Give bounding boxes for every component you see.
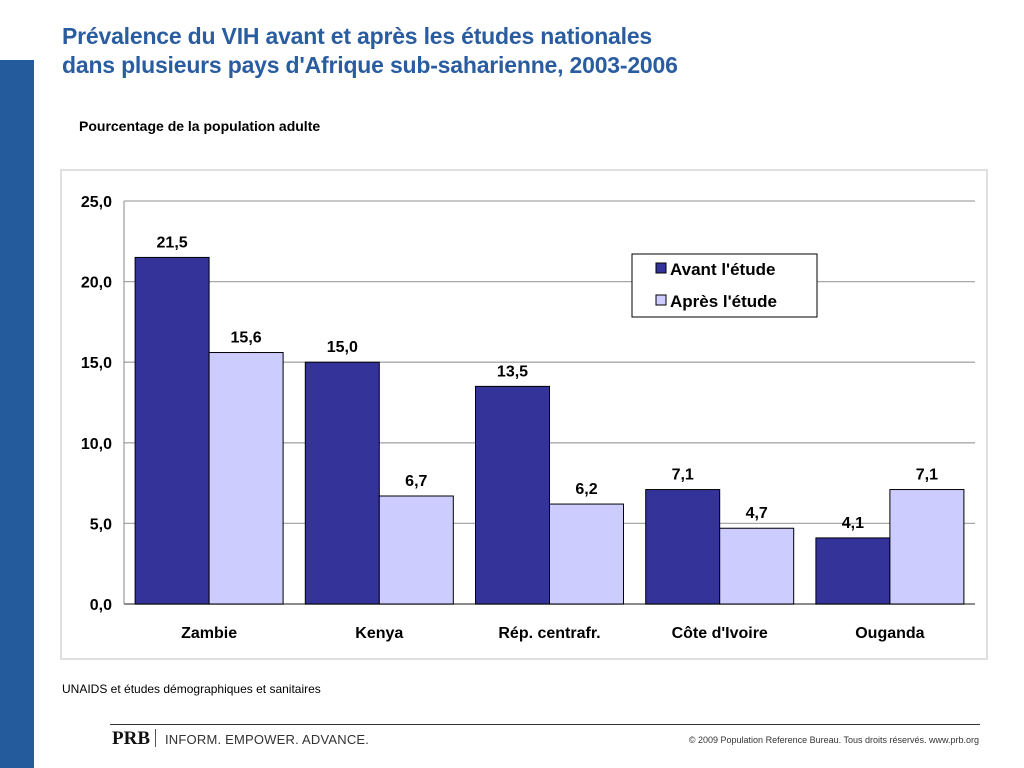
- x-axis-ticks: Zambie Kenya Rép. centrafr. Côte d'Ivoire Ou…: [181, 625, 925, 642]
- chart-subtitle: Pourcentage de la population adulte: [79, 118, 321, 134]
- bar: [645, 489, 721, 605]
- bar: [475, 385, 550, 605]
- chart-frame: [60, 169, 988, 660]
- title-line-2: dans plusieurs pays d'Afrique sub-sahari…: [62, 52, 678, 78]
- data-label: 21,5: [157, 234, 188, 251]
- y-tick-label: 15,0: [81, 355, 112, 372]
- data-label: 13,5: [497, 363, 528, 380]
- y-tick-label: 0,0: [90, 597, 112, 614]
- data-label: 6,7: [405, 473, 427, 490]
- y-tick-label: 20,0: [81, 275, 112, 292]
- data-label: 7,1: [672, 467, 694, 484]
- source-note: UNAIDS et études démographiques et sanit…: [62, 682, 321, 696]
- legend-box: [631, 253, 818, 318]
- x-tick-label: Côte d'Ivoire: [672, 625, 768, 642]
- slide-title: Prévalence du VIH avant et après les étu…: [62, 22, 678, 80]
- logo-separator: [155, 729, 156, 747]
- bar: [815, 537, 891, 605]
- x-tick-label: Zambie: [181, 625, 237, 642]
- copyright: © 2009 Population Reference Bureau. Tous…: [688, 735, 979, 745]
- data-label: 7,1: [916, 467, 938, 484]
- y-tick-label: 10,0: [81, 436, 112, 453]
- legend-swatch: [655, 262, 667, 274]
- legend-label: Avant l'étude: [670, 260, 775, 279]
- x-tick-label: Rép. centrafr.: [498, 625, 600, 642]
- bar: [134, 256, 210, 605]
- legend-label: Après l'étude: [670, 292, 777, 311]
- data-label: 6,2: [575, 481, 597, 498]
- data-label: 15,6: [231, 330, 262, 347]
- y-axis-ticks: 0,0 5,0 10,0 15,0 20,0 25,0: [81, 194, 112, 614]
- data-label: 15,0: [327, 339, 358, 356]
- bar: [304, 361, 380, 605]
- footer-divider: [110, 724, 980, 725]
- legend-swatch: [655, 294, 667, 306]
- bar: [889, 489, 965, 605]
- bar: [378, 495, 454, 605]
- y-tick-label: 25,0: [81, 194, 112, 211]
- data-labels: 21,5 15,6 15,0 6,7 13,5 6,2 7,1 4,7 4,1 7,1: [157, 234, 939, 531]
- x-tick-label: Ouganda: [855, 625, 924, 642]
- data-label: 4,7: [746, 505, 768, 522]
- bars: [134, 256, 965, 605]
- bar: [208, 352, 284, 605]
- bar: [719, 527, 795, 605]
- prb-logo: PRB: [112, 728, 150, 749]
- x-tick-label: Kenya: [355, 625, 403, 642]
- bar: [549, 503, 624, 605]
- tagline: INFORM. EMPOWER. ADVANCE.: [165, 732, 370, 747]
- data-label: 4,1: [842, 515, 864, 532]
- y-tick-label: 5,0: [90, 516, 112, 533]
- title-line-1: Prévalence du VIH avant et après les étu…: [62, 23, 653, 49]
- legend: Avant l'étude Après l'étude: [631, 253, 818, 318]
- accent-sidebar: [0, 60, 34, 768]
